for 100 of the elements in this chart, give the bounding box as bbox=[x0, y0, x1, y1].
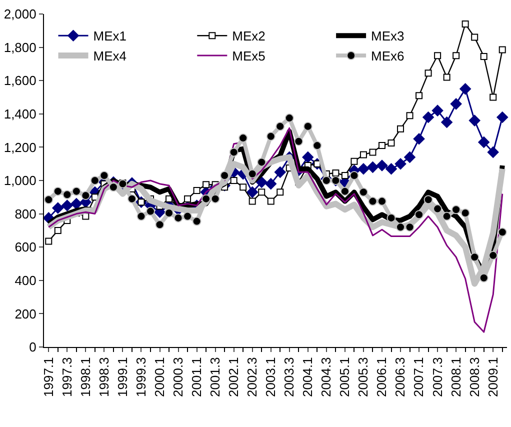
point bbox=[406, 112, 414, 120]
point bbox=[341, 172, 348, 180]
point bbox=[443, 74, 450, 81]
point bbox=[460, 83, 472, 95]
legend-label: MEx1 bbox=[93, 28, 126, 44]
x-tick-label: 1998.1 bbox=[78, 357, 93, 397]
x-tick-label: 2004.3 bbox=[318, 357, 334, 397]
point bbox=[44, 195, 54, 204]
y-tick-label: 200 bbox=[14, 306, 36, 322]
point bbox=[358, 188, 368, 197]
x-tick-label: 2007.1 bbox=[411, 357, 426, 397]
x-tick-label: 2001.3 bbox=[208, 357, 223, 397]
point bbox=[193, 186, 200, 194]
point bbox=[312, 141, 322, 150]
point bbox=[479, 273, 488, 282]
point bbox=[404, 151, 416, 163]
point bbox=[367, 161, 378, 173]
x-tick-label: 2009.1 bbox=[485, 357, 500, 397]
x-tick-label: 1998.3 bbox=[96, 357, 112, 397]
point bbox=[452, 205, 461, 214]
point bbox=[322, 176, 331, 185]
point bbox=[240, 184, 247, 191]
point bbox=[413, 133, 425, 145]
point bbox=[276, 122, 285, 131]
point bbox=[127, 194, 136, 204]
x-tick-label: 2000.1 bbox=[152, 357, 167, 397]
point bbox=[192, 216, 202, 226]
x-tick-label: 2007.3 bbox=[430, 357, 445, 397]
point bbox=[441, 116, 453, 128]
point bbox=[45, 238, 52, 245]
point bbox=[496, 112, 508, 123]
x-tick-label: 2005.3 bbox=[356, 357, 371, 397]
point bbox=[210, 194, 220, 204]
x-tick-label: 2006.1 bbox=[374, 357, 390, 397]
point bbox=[52, 202, 64, 214]
point bbox=[256, 176, 268, 188]
point bbox=[498, 46, 506, 54]
x-tick-label: 2005.1 bbox=[337, 357, 352, 397]
point bbox=[266, 132, 276, 141]
point bbox=[155, 220, 164, 230]
point bbox=[62, 190, 72, 200]
point bbox=[462, 20, 469, 28]
point bbox=[405, 222, 414, 232]
y-tick-label: 1,000 bbox=[4, 173, 36, 188]
x-tick-label: 2008.1 bbox=[448, 357, 464, 397]
x-tick-label: 2001.1 bbox=[189, 357, 204, 397]
point bbox=[81, 190, 90, 200]
point bbox=[376, 160, 388, 172]
point bbox=[70, 198, 82, 210]
point bbox=[276, 188, 284, 196]
point bbox=[246, 186, 258, 198]
point bbox=[378, 142, 386, 150]
point bbox=[369, 148, 376, 156]
point bbox=[452, 52, 460, 60]
point bbox=[358, 163, 370, 175]
point bbox=[174, 213, 183, 222]
point bbox=[146, 206, 155, 216]
point bbox=[388, 140, 395, 147]
y-tick-label: 400 bbox=[14, 272, 36, 288]
legend-label: MEx2 bbox=[232, 28, 266, 44]
point bbox=[274, 166, 286, 178]
point bbox=[442, 212, 452, 221]
legend-label: MEx3 bbox=[371, 28, 404, 44]
point bbox=[377, 196, 386, 206]
y-tick-label: 0 bbox=[29, 340, 36, 355]
x-tick-label: 2003.3 bbox=[282, 357, 297, 397]
y-tick-label: 1,200 bbox=[4, 140, 36, 155]
point bbox=[340, 186, 350, 196]
point bbox=[424, 195, 433, 204]
x-tick-label: 1999.1 bbox=[114, 357, 130, 397]
point bbox=[498, 228, 507, 237]
point bbox=[432, 104, 444, 116]
point bbox=[100, 171, 109, 180]
point bbox=[350, 171, 359, 180]
point bbox=[350, 158, 358, 165]
point bbox=[490, 94, 497, 101]
point bbox=[61, 200, 73, 212]
y-tick-label: 2,000 bbox=[4, 6, 36, 22]
point bbox=[478, 136, 490, 148]
point bbox=[470, 252, 480, 262]
point bbox=[360, 151, 367, 158]
x-tick-label: 2002.1 bbox=[226, 357, 242, 397]
point bbox=[433, 204, 442, 214]
point bbox=[303, 122, 312, 131]
point bbox=[386, 163, 397, 175]
x-tick-label: 2003.1 bbox=[263, 357, 278, 397]
point bbox=[394, 158, 406, 170]
x-tick-label: 1997.1 bbox=[40, 357, 56, 397]
point bbox=[332, 170, 340, 177]
point bbox=[136, 212, 146, 221]
x-tick-label: 1997.3 bbox=[59, 357, 74, 397]
point bbox=[302, 151, 314, 163]
point bbox=[248, 169, 257, 178]
point bbox=[416, 92, 423, 100]
x-tick-label: 1999.3 bbox=[133, 357, 148, 397]
point bbox=[258, 188, 266, 196]
y-tick-label: 800 bbox=[14, 206, 36, 222]
point bbox=[397, 125, 404, 132]
point bbox=[53, 186, 62, 196]
point bbox=[257, 158, 266, 167]
